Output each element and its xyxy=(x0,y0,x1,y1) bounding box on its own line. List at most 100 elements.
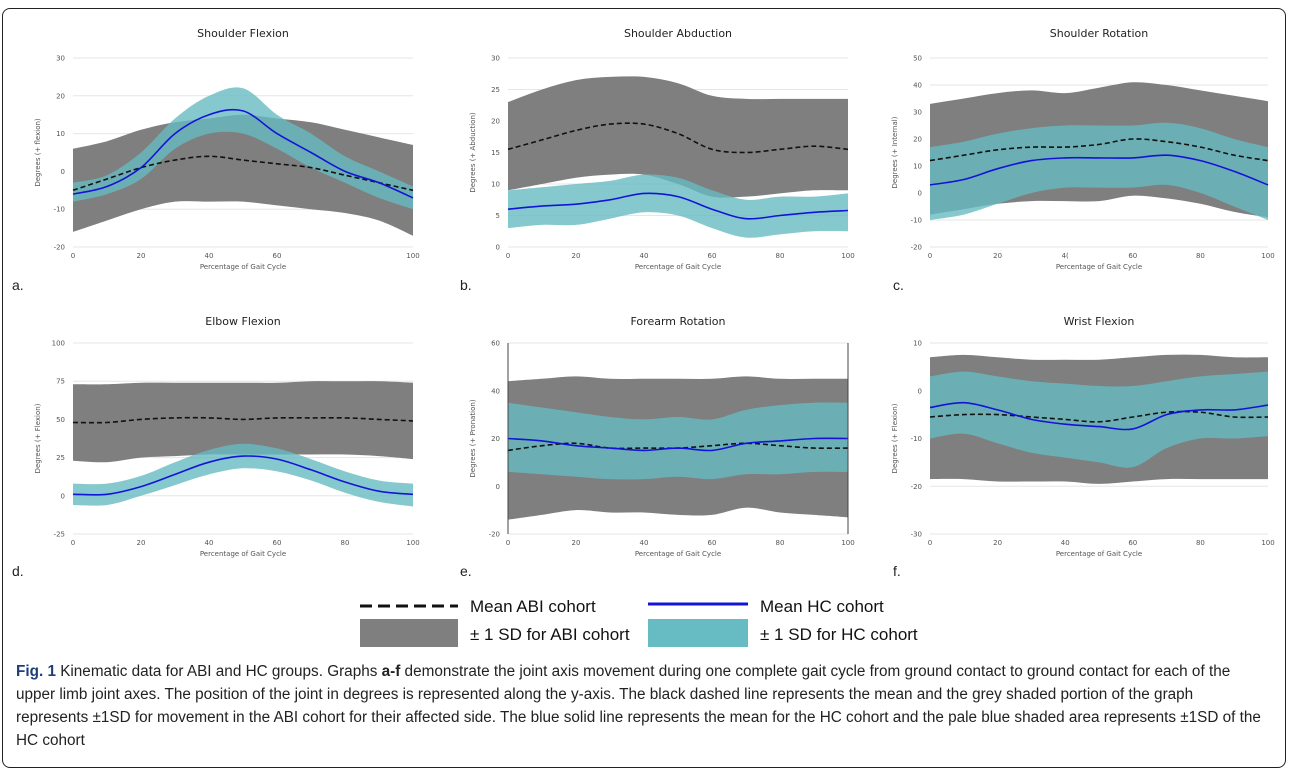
x-tick-label: 40 xyxy=(640,539,649,547)
x-tick-label: 100 xyxy=(841,252,854,260)
y-tick-label: 20 xyxy=(913,136,922,144)
caption-panel-letters: a-f xyxy=(382,663,401,680)
y-axis-label: Degrees (+ Flexion) xyxy=(891,403,899,473)
x-tick-label: 40 xyxy=(640,252,649,260)
chart-panel-2: 0 5 10 15 20 25 30 0 20 40 60 80 100 Shoulder Abducti… xyxy=(460,27,855,293)
x-tick-label: 60 xyxy=(273,252,282,260)
x-tick-label: 40 xyxy=(205,539,214,547)
x-tick-label: 100 xyxy=(406,539,419,547)
x-tick-label: 60 xyxy=(1128,539,1137,547)
y-tick-label: -20 xyxy=(54,244,65,252)
x-tick-label: 0 xyxy=(71,252,75,260)
panel-letter: d. xyxy=(12,563,24,579)
y-tick-label: 0 xyxy=(496,483,500,491)
y-tick-label: 30 xyxy=(913,109,922,117)
y-tick-label: -10 xyxy=(911,435,922,443)
x-tick-label: 80 xyxy=(1196,252,1205,260)
y-axis-label: Degrees (+ Pronation) xyxy=(469,399,477,477)
x-tick-label: 80 xyxy=(776,539,785,547)
legend-hc-sd-label: ± 1 SD for HC cohort xyxy=(760,625,918,644)
x-tick-label: 60 xyxy=(708,539,717,547)
x-tick-label: 100 xyxy=(1261,539,1274,547)
y-tick-label: 10 xyxy=(913,163,922,171)
y-axis-label: Degrees (+ Internal) xyxy=(891,116,899,188)
x-tick-label: 0 xyxy=(928,252,932,260)
x-tick-label: 0 xyxy=(506,252,510,260)
y-tick-label: -10 xyxy=(54,206,65,214)
y-tick-label: 25 xyxy=(491,86,500,94)
x-tick-label: 20 xyxy=(572,539,581,547)
chart-title: Shoulder Abduction xyxy=(624,27,732,40)
legend: Mean ABI cohort Mean HC cohort ± 1 SD fo… xyxy=(360,597,918,647)
x-tick-label: 80 xyxy=(776,252,785,260)
y-tick-label: 0 xyxy=(496,244,500,252)
chart-panel-3: -20 -10 0 10 20 30 40 50 0 20 4(60 80 100 Shoulder Ro… xyxy=(891,27,1275,293)
x-tick-label: 60 xyxy=(1128,252,1137,260)
y-tick-label: -20 xyxy=(489,531,500,539)
panel-letter: b. xyxy=(460,277,472,293)
y-tick-label: 50 xyxy=(56,416,65,424)
x-tick-label: 4( xyxy=(1062,252,1069,260)
x-tick-label: 20 xyxy=(993,539,1002,547)
x-tick-label: 80 xyxy=(341,539,350,547)
caption-text-before: Kinematic data for ABI and HC groups. Gr… xyxy=(56,663,382,680)
y-tick-label: 10 xyxy=(56,130,65,138)
y-tick-label: 0 xyxy=(918,387,922,395)
y-tick-label: 0 xyxy=(61,492,65,500)
y-axis-label: Degrees (+ Flexion) xyxy=(34,403,42,473)
x-tick-label: 20 xyxy=(137,252,146,260)
panel-letter: c. xyxy=(893,277,904,293)
x-tick-label: 60 xyxy=(273,539,282,547)
x-tick-label: 0 xyxy=(506,539,510,547)
x-axis-label: Percentage of Gait Cycle xyxy=(635,263,721,271)
y-tick-label: 0 xyxy=(918,190,922,198)
y-tick-label: 100 xyxy=(52,340,65,348)
x-tick-label: 60 xyxy=(708,252,717,260)
x-tick-label: 100 xyxy=(1261,252,1274,260)
x-tick-label: 0 xyxy=(71,539,75,547)
x-tick-label: 80 xyxy=(1196,539,1205,547)
chart-title: Shoulder Flexion xyxy=(197,27,289,40)
chart-panel-1: -20-1001020300 20 40 60 100Shoulder FlexionP… xyxy=(12,27,420,293)
panel-letter: a. xyxy=(12,277,24,293)
y-tick-label: -20 xyxy=(911,244,922,252)
y-tick-label: 0 xyxy=(61,168,65,176)
x-tick-label: 20 xyxy=(137,539,146,547)
x-axis-label: Percentage of Gait Cycle xyxy=(200,550,286,558)
legend-abi-mean-label: Mean ABI cohort xyxy=(470,597,596,616)
y-tick-label: 30 xyxy=(491,55,500,63)
y-tick-label: 40 xyxy=(913,82,922,90)
chart-title: Shoulder Rotation xyxy=(1050,27,1149,40)
y-tick-label: -30 xyxy=(911,531,922,539)
y-tick-label: 40 xyxy=(491,387,500,395)
x-tick-label: 20 xyxy=(572,252,581,260)
y-tick-label: 15 xyxy=(491,149,500,157)
panel-letter: f. xyxy=(893,563,901,579)
y-axis-label: Degrees (+ Abduction) xyxy=(469,112,477,193)
y-tick-label: 10 xyxy=(913,340,922,348)
x-tick-label: 20 xyxy=(993,252,1002,260)
x-tick-label: 40 xyxy=(1061,539,1070,547)
y-tick-label: 20 xyxy=(56,92,65,100)
y-tick-label: 20 xyxy=(491,118,500,126)
x-axis-label: Percentage of Gait Cycle xyxy=(635,550,721,558)
panel-letter: e. xyxy=(460,563,472,579)
chart-panel-5: -20 0 20 40 60 0 20 40 60 80 100 Forearm Rotation Pe… xyxy=(460,315,855,579)
y-tick-label: 75 xyxy=(56,378,65,386)
chart-title: Wrist Flexion xyxy=(1064,315,1135,328)
y-tick-label: 5 xyxy=(496,212,500,220)
legend-hc-sd-swatch xyxy=(648,619,748,647)
chart-panel-4: -25 0 25 50 75 100 0 20 40 60 80 100 Elbow Flexion Pe… xyxy=(12,315,420,579)
chart-title: Elbow Flexion xyxy=(205,315,280,328)
y-tick-label: 25 xyxy=(56,454,65,462)
x-tick-label: 100 xyxy=(841,539,854,547)
y-tick-label: 60 xyxy=(491,340,500,348)
legend-abi-sd-swatch xyxy=(360,619,458,647)
y-tick-label: 20 xyxy=(491,435,500,443)
caption-fig-label: Fig. 1 xyxy=(16,663,56,680)
y-tick-label: 30 xyxy=(56,55,65,63)
figure-caption: Fig. 1 Kinematic data for ABI and HC gro… xyxy=(16,660,1266,752)
y-tick-label: -10 xyxy=(911,217,922,225)
